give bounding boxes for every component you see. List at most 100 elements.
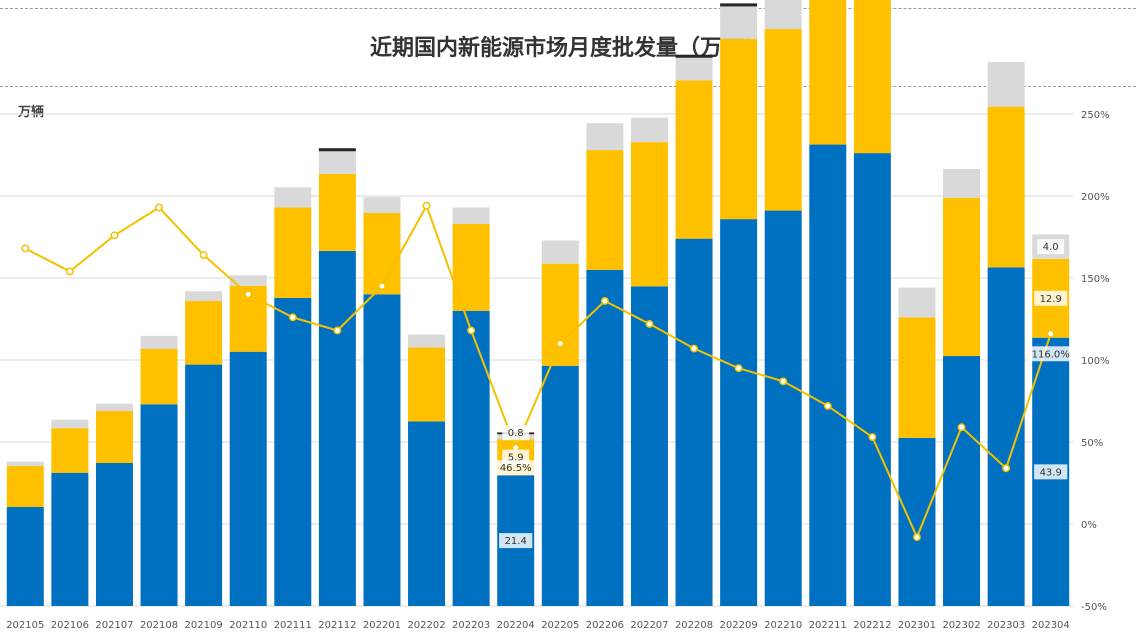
bar-series3 bbox=[95, 403, 133, 412]
growth-line-point bbox=[65, 267, 74, 276]
growth-line bbox=[24, 204, 1052, 539]
data-label-series3-box bbox=[1037, 239, 1065, 255]
growth-line-point bbox=[21, 244, 30, 253]
x-axis-tick-label: 202203 bbox=[452, 620, 490, 631]
bar-series3 bbox=[6, 461, 44, 467]
bar-series1 bbox=[586, 269, 624, 606]
bar-series1 bbox=[318, 250, 356, 606]
x-axis-tick-label: 202106 bbox=[51, 620, 89, 631]
right-axis-tick-label: 200% bbox=[1081, 192, 1110, 203]
bar-series1 bbox=[229, 351, 267, 606]
bar-series1 bbox=[51, 472, 89, 606]
bar-series3 bbox=[943, 169, 981, 198]
bar-series2 bbox=[764, 29, 802, 211]
bar-series1 bbox=[541, 365, 579, 606]
bar-series1 bbox=[809, 144, 847, 606]
growth-line-point bbox=[110, 231, 119, 240]
data-label-series2: 5.9 bbox=[508, 453, 524, 464]
bar-series3 bbox=[318, 151, 356, 174]
x-axis-tick-label: 202211 bbox=[809, 620, 847, 631]
data-label-series1-box bbox=[499, 533, 533, 549]
data-label-series3: 0.8 bbox=[508, 428, 524, 439]
x-axis-tick-label: 202304 bbox=[1032, 620, 1070, 631]
x-axis-tick-label: 202107 bbox=[95, 620, 133, 631]
growth-line-point bbox=[288, 313, 297, 322]
bar-series1 bbox=[630, 286, 668, 606]
data-label-growth: 46.5% bbox=[500, 463, 532, 474]
growth-line-point bbox=[422, 201, 431, 210]
growth-line-point bbox=[244, 290, 253, 299]
data-label-series3: 4.0 bbox=[1043, 242, 1059, 253]
data-label-series2-box bbox=[1034, 290, 1068, 306]
x-axis-tick-label: 202109 bbox=[185, 620, 223, 631]
x-axis-tick-label: 202110 bbox=[229, 620, 267, 631]
bar-series3 bbox=[720, 6, 758, 39]
bar-series3 bbox=[586, 123, 624, 151]
bar-series2 bbox=[140, 348, 178, 405]
growth-line-point bbox=[1002, 464, 1011, 473]
bar-series1 bbox=[943, 356, 981, 606]
bar-series2 bbox=[185, 301, 223, 365]
bar-series3 bbox=[452, 207, 490, 225]
data-label-series2: 12.9 bbox=[1040, 294, 1062, 305]
bar-series1 bbox=[185, 364, 223, 606]
growth-line-point bbox=[556, 339, 565, 348]
data-label-growth-box bbox=[495, 460, 536, 476]
bar-series1 bbox=[452, 310, 490, 606]
bar-series2 bbox=[541, 263, 579, 366]
growth-line-point bbox=[1046, 329, 1055, 338]
bar-series2 bbox=[6, 466, 44, 507]
bar-series4 bbox=[720, 3, 758, 7]
growth-line-point bbox=[645, 319, 654, 328]
bar-series1 bbox=[898, 437, 936, 606]
data-label-growth-box bbox=[1027, 346, 1074, 362]
growth-line-point bbox=[333, 326, 342, 335]
bar-series1 bbox=[95, 462, 133, 606]
bar-series3 bbox=[185, 291, 223, 302]
bar-series1 bbox=[274, 297, 312, 606]
x-axis-tick-label: 202207 bbox=[630, 620, 668, 631]
bar-series1 bbox=[987, 267, 1025, 606]
right-axis-tick-label: 150% bbox=[1081, 274, 1110, 285]
bar-series2 bbox=[853, 0, 891, 154]
growth-line-point bbox=[868, 433, 877, 442]
bar-series1 bbox=[764, 210, 802, 606]
bar-series2 bbox=[51, 428, 89, 473]
x-axis-tick-label: 202210 bbox=[764, 620, 802, 631]
right-axis-tick-label: 50% bbox=[1081, 438, 1103, 449]
x-axis-tick-label: 202105 bbox=[6, 620, 44, 631]
bar-series3 bbox=[51, 419, 89, 429]
x-axis-tick-label: 202111 bbox=[274, 620, 312, 631]
x-axis-tick-label: 202202 bbox=[407, 620, 445, 631]
data-label-series1: 43.9 bbox=[1040, 467, 1062, 478]
data-label-growth: 116.0% bbox=[1032, 349, 1070, 360]
growth-line-point bbox=[199, 251, 208, 259]
bar-series3 bbox=[408, 334, 446, 348]
top-divider bbox=[0, 8, 1136, 9]
bar-series3 bbox=[140, 335, 178, 349]
bar-series2 bbox=[987, 106, 1025, 268]
right-axis-tick-label: 100% bbox=[1081, 356, 1110, 367]
bar-series2 bbox=[586, 150, 624, 270]
bar-series2 bbox=[452, 224, 490, 311]
bar-series3 bbox=[675, 57, 713, 81]
bar-series2 bbox=[274, 207, 312, 298]
bar-series3 bbox=[229, 275, 267, 286]
x-axis-tick-label: 202301 bbox=[898, 620, 936, 631]
growth-line-point bbox=[600, 297, 609, 305]
bar-series1 bbox=[363, 294, 401, 606]
bar-series4 bbox=[675, 54, 713, 58]
bar-series1 bbox=[140, 404, 178, 606]
bar-series3 bbox=[363, 197, 401, 214]
growth-line-point bbox=[734, 364, 743, 373]
bar-series2 bbox=[809, 0, 847, 145]
x-axis-tick-label: 202108 bbox=[140, 620, 178, 631]
bar-series3 bbox=[274, 187, 312, 208]
bar-series1 bbox=[720, 219, 758, 606]
x-axis-tick-label: 202303 bbox=[987, 620, 1025, 631]
x-axis-tick-label: 202208 bbox=[675, 620, 713, 631]
x-axis-tick-label: 202112 bbox=[318, 620, 356, 631]
data-label-series1: 21.4 bbox=[505, 536, 527, 547]
x-axis-tick-label: 202204 bbox=[497, 620, 535, 631]
